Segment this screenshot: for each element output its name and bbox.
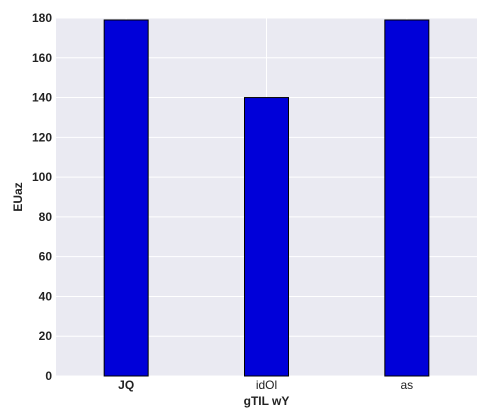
x-tick-label: as [400,378,413,392]
y-tick-label: 0 [45,369,52,383]
y-tick-labels: 0 20 40 60 80 100 120 140 160 180 [32,11,52,383]
y-tick-label: 60 [39,250,53,264]
x-tick-label: idOl [256,378,277,392]
bar-as [384,19,430,377]
bar-idOl [244,97,289,377]
y-axis-label: EUaz [11,182,25,211]
bar-JQ [103,19,149,377]
y-tick-label: 140 [32,91,52,105]
y-tick-label: 160 [32,51,52,65]
y-tick-label: 40 [39,289,53,303]
y-tick-label: 120 [32,130,52,144]
x-tick-labels: JQ idOl as [118,378,413,392]
y-tick-label: 180 [32,11,52,25]
y-tick-label: 80 [39,210,53,224]
x-axis-label: gTIL wY [244,394,290,408]
x-tick-label: JQ [118,378,134,392]
y-tick-label: 20 [39,329,53,343]
y-tick-label: 100 [32,170,52,184]
bars [103,19,430,377]
